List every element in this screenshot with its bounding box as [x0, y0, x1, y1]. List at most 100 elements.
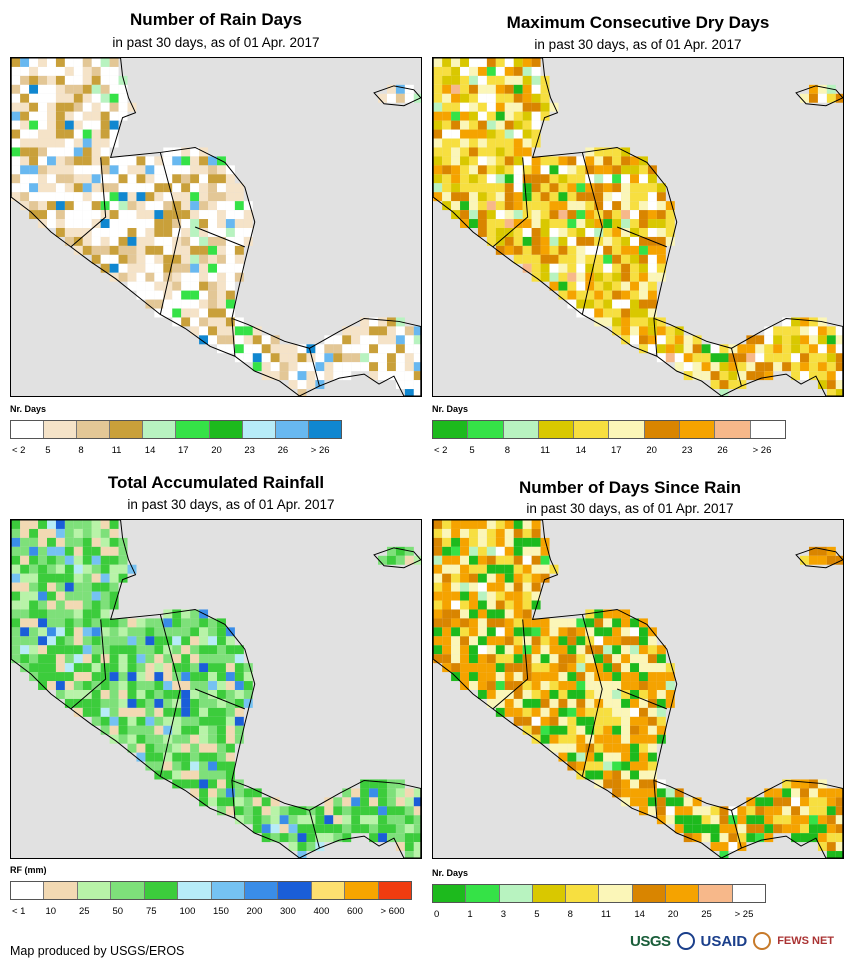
data-grid — [11, 58, 421, 396]
legend-swatch — [278, 882, 312, 899]
legend-tick-label: 400 — [313, 906, 330, 917]
jamaica-coastline — [795, 85, 843, 107]
legend-swatch — [599, 885, 633, 902]
legend-swatch — [632, 885, 667, 902]
country-border — [194, 226, 246, 248]
legend-tick-label: > 25 — [734, 909, 754, 920]
panel-subtitle-rain-days: in past 30 days, as of 01 Apr. 2017 — [112, 35, 320, 50]
legend-swatch — [750, 421, 785, 438]
legend-tick-label: 23 — [681, 445, 693, 456]
map-days-since-rain[interactable] — [432, 519, 844, 859]
legend-title-rainfall: RF (mm) — [10, 865, 47, 875]
country-border — [492, 157, 529, 248]
usgs-logo: USGS — [630, 932, 671, 950]
legend-tick-label: 200 — [246, 906, 263, 917]
legend-tick-label: < 1 — [12, 906, 26, 917]
legend-swatch — [532, 885, 567, 902]
panel-title-days-since-rain: Number of Days Since Rain — [518, 478, 741, 497]
country-border — [730, 348, 742, 387]
legend-tick-label: 20 — [211, 445, 222, 456]
legend-swatch — [644, 421, 681, 438]
legend-swatch — [699, 885, 733, 902]
legend-tick-label: < 2 — [434, 445, 448, 456]
legend-swatch — [311, 882, 346, 899]
legend-tick-label: 11 — [601, 909, 611, 920]
legend-tick-label: 25 — [79, 906, 90, 917]
legend-swatch — [468, 421, 504, 438]
legend-title-rain-days: Nr. Days — [10, 404, 47, 414]
panel-title-dry-days: Maximum Consecutive Dry Days — [506, 13, 770, 32]
country-border — [616, 688, 668, 710]
legend-tick-label: 1 — [467, 909, 473, 920]
legend-swatch — [209, 421, 243, 438]
legend-days-since-rain — [432, 884, 766, 903]
legend-tick-label: 17 — [178, 445, 189, 456]
legend-swatch — [715, 421, 751, 438]
country-border — [653, 780, 658, 819]
country-border — [492, 619, 529, 710]
legend-swatch — [244, 882, 279, 899]
legend-swatch — [44, 882, 78, 899]
legend-tick-label: 8 — [78, 445, 84, 456]
legend-tick-label: 100 — [179, 906, 196, 917]
legend-tick-label: > 26 — [310, 445, 330, 456]
legend-swatch — [433, 421, 469, 438]
legend-swatch — [110, 421, 144, 438]
country-border — [70, 619, 107, 710]
legend-swatch — [275, 421, 309, 438]
legend-swatch — [111, 882, 145, 899]
legend-tick-label: 17 — [611, 445, 622, 456]
legend-tick-label: 11 — [111, 445, 122, 456]
coastline — [433, 520, 843, 858]
usaid-logo: USAID — [700, 932, 748, 950]
legend-tick-label: 14 — [144, 445, 156, 456]
legend-swatch — [609, 421, 645, 438]
country-border — [581, 152, 603, 315]
data-grid — [433, 520, 843, 858]
legend-swatch — [566, 885, 600, 902]
country-border — [231, 780, 236, 819]
legend-swatch — [378, 882, 412, 899]
legend-tick-label: 26 — [717, 445, 728, 456]
legend-tick-label: > 26 — [752, 445, 772, 456]
legend-tick-label: 3 — [500, 909, 507, 920]
fews-net-logo: FEWS NET — [777, 935, 835, 947]
legend-swatch — [242, 421, 276, 438]
legend-ticks-days-since-rain: 0 1 3 5 8 11 14 20 25 > 25 — [432, 909, 766, 921]
legend-tick-label: 20 — [646, 445, 657, 456]
legend-dry-days — [432, 420, 786, 439]
country-border — [581, 614, 603, 777]
legend-tick-label: 20 — [667, 909, 679, 920]
legend-swatch — [11, 882, 45, 899]
legend-tick-label: 14 — [634, 909, 645, 920]
map-rain-days[interactable] — [10, 57, 422, 397]
legend-tick-label: 10 — [45, 906, 57, 917]
legend-swatch — [466, 885, 500, 902]
panel-subtitle-rainfall: in past 30 days, as of 01 Apr. 2017 — [127, 497, 335, 512]
legend-swatch — [143, 421, 177, 438]
legend-swatch — [144, 882, 179, 899]
map-dry-days[interactable] — [432, 57, 844, 397]
legend-swatch — [680, 421, 716, 438]
legend-swatch — [433, 885, 467, 902]
country-border — [231, 318, 236, 357]
jamaica-coastline — [373, 547, 421, 569]
coastline — [11, 520, 421, 858]
map-rainfall[interactable] — [10, 519, 422, 859]
legend-swatch — [77, 882, 112, 899]
legend-swatch — [77, 421, 111, 438]
legend-tick-label: 600 — [347, 906, 363, 917]
country-border — [194, 688, 246, 710]
legend-tick-label: < 2 — [12, 445, 26, 456]
legend-tick-label: 8 — [567, 909, 573, 920]
legend-tick-label: 300 — [280, 906, 296, 917]
partner-logos: USGS USAID FEWS NET — [630, 932, 834, 950]
legend-swatch — [574, 421, 610, 438]
jamaica-coastline — [373, 85, 421, 107]
fews-globe-icon — [753, 932, 772, 950]
country-border — [653, 318, 658, 357]
legend-swatch — [44, 421, 78, 438]
legend-tick-label: 5 — [534, 909, 540, 920]
legend-swatch — [666, 885, 700, 902]
legend-swatch — [11, 421, 45, 438]
